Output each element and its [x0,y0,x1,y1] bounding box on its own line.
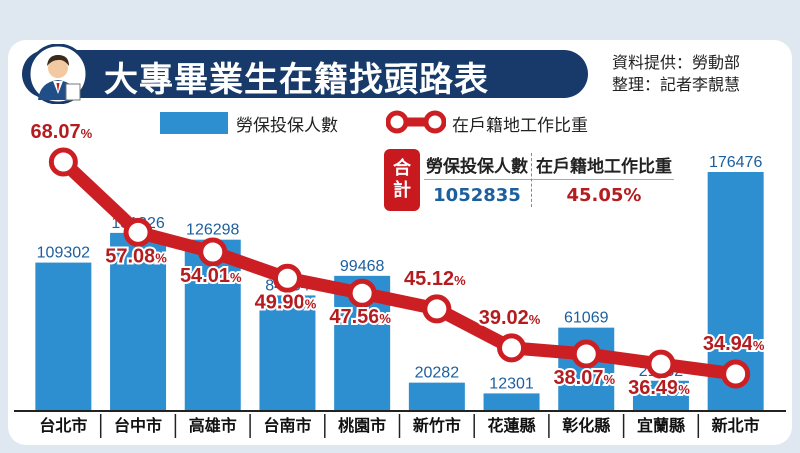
line-value-unit: % [81,126,93,141]
line-value-number: 34.94 [703,333,754,355]
x-tick-label: 花蓮縣 [488,416,536,435]
legend-bar-swatch [160,112,228,134]
line-value-number: 38.07 [553,367,603,389]
total-col2-value: 45.05% [566,184,642,206]
line-point [422,294,452,324]
legend-line-label: 在戶籍地工作比重 [452,116,588,136]
bar [110,232,167,410]
line-point [347,278,377,308]
bar [259,295,316,410]
bar [184,239,241,410]
bar-value-label: 126298 [186,222,239,239]
total-row-divider [424,179,674,180]
line-value-label: 57.08% [105,245,167,267]
bar-value-label: 20282 [415,365,460,382]
x-tick-label: 桃園市 [338,416,386,435]
x-tick-label: 台中市 [114,416,162,435]
line-value-number: 45.12 [404,268,454,290]
chart-title: 大專畢業生在籍找頭路表 [104,60,489,100]
line-point [123,217,153,247]
x-tick-label: 新北市 [712,416,760,435]
line-value-label: 36.49% [628,377,690,399]
title-banner [22,50,588,98]
line-value-unit: % [230,270,242,285]
bar [632,380,689,410]
line-point [571,339,601,369]
line-value-label: 45.12% [404,268,466,290]
line-value-number: 57.08 [105,245,155,267]
line-value-number: 39.02 [479,307,529,329]
line-value-unit: % [155,250,167,265]
total-summary-box: 合計 勞保投保人數 在戶籍地工作比重 1052835 45.05% [384,149,676,211]
line-value-number: 54.01 [180,265,230,287]
line-value-unit: % [604,372,616,387]
line-value-unit: % [678,382,690,397]
line-value-label: 49.90% [255,291,317,313]
bar [35,262,92,410]
line-value-unit: % [454,273,466,288]
line-point [721,359,751,389]
bar-value-label: 99468 [340,258,385,275]
x-tick-label: 高雄市 [189,416,237,435]
line-value-unit: % [379,311,391,326]
line-value-number: 47.56 [329,306,379,328]
line-value-unit: % [529,312,541,327]
line-point [646,349,676,379]
source-credit: 資料提供：勞動部 [612,53,741,72]
credits: 資料提供：勞動部 整理：記者李靚慧 [612,52,792,96]
x-tick-label: 台南市 [263,416,311,435]
line-value-label: 68.07% [31,121,93,143]
line-point [48,147,78,177]
bar-value-label: 61069 [564,310,609,327]
total-col2-header: 在戶籍地工作比重 [536,156,672,177]
bar [483,393,540,410]
total-col-divider [531,153,532,207]
total-tag: 合計 [384,149,420,211]
bar [408,382,465,410]
line-value-label: 39.02% [479,307,541,329]
bar-value-label: 12301 [489,375,534,392]
line-value-label: 34.94% [703,333,765,355]
legend-bar-label: 勞保投保人數 [236,116,338,136]
x-tick-label: 新竹市 [413,416,461,435]
total-tag-label: 合計 [393,158,411,201]
line-value-label: 38.07% [553,367,615,389]
line-point [497,333,527,363]
line-value-number: 49.90 [255,291,305,313]
bar-value-label: 109302 [37,245,90,262]
total-col1-header: 勞保投保人數 [426,156,528,177]
total-col1-value: 1052835 [433,184,521,206]
line-value-unit: % [753,338,765,353]
line-value-label: 47.56% [329,306,391,328]
line-point [198,237,228,267]
line-point [272,263,302,293]
x-axis-line [14,410,786,412]
reporter-avatar-icon [27,44,89,104]
x-tick-label: 宜蘭縣 [637,416,685,435]
x-tick-label: 台北市 [39,416,87,435]
series-line [56,155,743,381]
line-value-unit: % [305,296,317,311]
legend-line-swatch [386,110,446,134]
x-tick-label: 彰化縣 [562,416,610,435]
editor-credit: 整理：記者李靚慧 [612,75,741,94]
line-value-number: 68.07 [31,121,81,143]
line-value-number: 36.49 [628,377,678,399]
bar-value-label: 176476 [709,154,762,171]
line-value-label: 54.01% [180,265,242,287]
